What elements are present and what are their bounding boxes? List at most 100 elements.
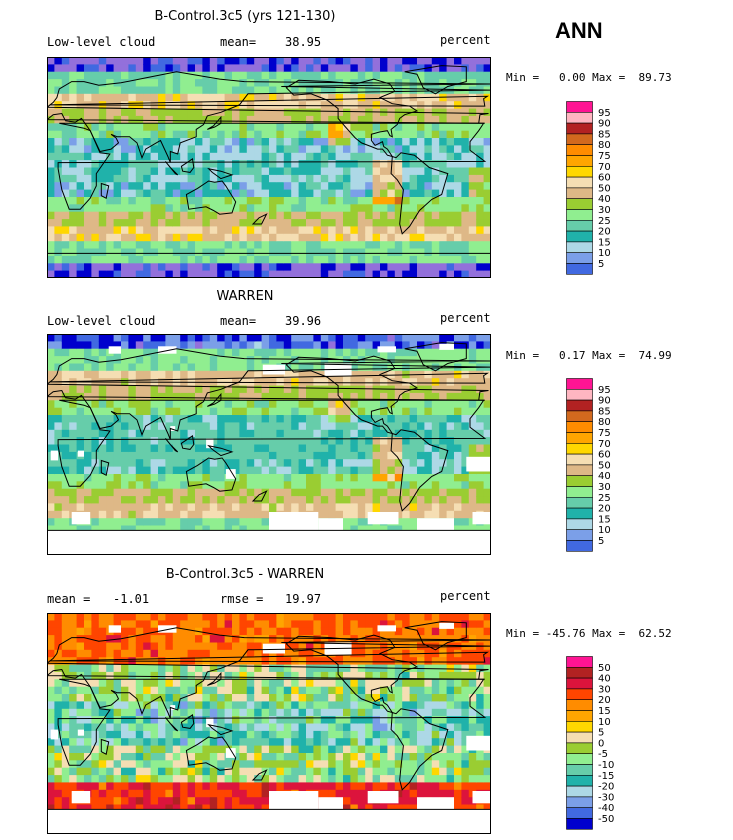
map-cell xyxy=(202,767,211,776)
map-cell xyxy=(291,241,300,250)
map-cell xyxy=(439,182,448,191)
map-cell xyxy=(387,496,396,505)
map-cell xyxy=(91,738,100,747)
map-cell xyxy=(454,378,462,387)
map-cell xyxy=(172,204,181,213)
map-cell xyxy=(343,664,351,673)
map-cell xyxy=(357,108,366,117)
map-cell xyxy=(209,649,218,658)
map-cell xyxy=(446,197,455,205)
map-cell xyxy=(394,226,403,235)
map-cell xyxy=(335,745,344,754)
map-cell xyxy=(47,481,55,490)
map-cell xyxy=(61,334,70,342)
map-cell xyxy=(113,444,122,453)
map-cell xyxy=(254,635,263,644)
map-cell xyxy=(128,334,137,342)
map-cell xyxy=(158,79,166,88)
map-cell xyxy=(350,167,359,176)
map-cell xyxy=(461,123,470,132)
map-cell xyxy=(343,138,351,146)
map-cell xyxy=(61,255,70,264)
map-cell xyxy=(276,694,285,702)
map-cell xyxy=(269,152,277,161)
map-cell xyxy=(232,437,240,446)
map-cell xyxy=(372,392,381,401)
map-cell xyxy=(335,782,344,791)
map-cell xyxy=(158,189,166,198)
map-cell xyxy=(135,71,144,80)
map-cell xyxy=(261,370,270,379)
map-cell xyxy=(84,415,92,423)
map-cell xyxy=(357,115,366,124)
map-cell xyxy=(439,101,448,110)
missing-data-region xyxy=(472,512,491,525)
map-cell xyxy=(454,248,462,257)
map-cell xyxy=(320,694,329,702)
map-cell xyxy=(335,694,344,702)
map-cell xyxy=(365,248,374,257)
map-cell xyxy=(47,167,55,176)
map-cell xyxy=(461,263,470,272)
map-cell xyxy=(180,270,189,278)
map-cell xyxy=(76,466,85,475)
map-cell xyxy=(246,400,255,409)
map-cell xyxy=(158,248,166,257)
map-cell xyxy=(106,160,115,169)
map-cell xyxy=(483,437,491,446)
map-cell xyxy=(76,642,85,651)
map-cell xyxy=(47,64,55,73)
map-cell xyxy=(320,415,329,423)
map-cell xyxy=(306,422,314,431)
map-cell xyxy=(402,525,411,534)
map-cell xyxy=(224,189,233,198)
map-cell xyxy=(143,204,152,213)
map-cell xyxy=(291,481,300,490)
map-cell xyxy=(394,248,403,257)
map-cell xyxy=(291,745,300,754)
map-cell xyxy=(91,182,100,191)
map-cell xyxy=(202,466,211,475)
map-cell xyxy=(394,152,403,161)
map-cell xyxy=(121,797,129,806)
map-cell xyxy=(209,767,218,776)
map-cell xyxy=(269,263,277,272)
map-cell xyxy=(232,510,240,519)
map-cell xyxy=(483,270,491,278)
map-cell xyxy=(202,71,211,80)
map-cell xyxy=(187,620,196,629)
map-cell xyxy=(180,510,189,519)
map-cell xyxy=(306,738,314,747)
map-cell xyxy=(239,525,248,534)
map-cell xyxy=(187,204,196,213)
map-cell xyxy=(113,642,122,651)
map-cell xyxy=(306,248,314,257)
map-cell xyxy=(372,400,381,409)
map-cell xyxy=(128,182,137,191)
map-cell xyxy=(47,248,55,257)
map-cell xyxy=(165,341,174,350)
map-cell xyxy=(461,429,470,438)
map-cell xyxy=(76,241,85,250)
map-cell xyxy=(217,152,226,161)
map-cell xyxy=(239,767,248,776)
map-cell xyxy=(261,649,270,658)
map-cell xyxy=(461,518,470,527)
map-cell xyxy=(172,635,181,644)
map-cell xyxy=(380,378,388,387)
map-cell xyxy=(76,348,85,357)
map-cell xyxy=(61,723,70,732)
map-cell xyxy=(424,152,433,161)
map-cell xyxy=(409,518,418,527)
map-cell xyxy=(276,334,285,342)
map-cell xyxy=(98,130,107,139)
map-cell xyxy=(106,723,115,732)
map-cell xyxy=(446,496,455,505)
map-cell xyxy=(328,730,337,739)
map-cell xyxy=(202,760,211,769)
map-cell xyxy=(306,466,314,475)
map-cell xyxy=(483,123,491,132)
map-cell xyxy=(328,341,337,350)
map-cell xyxy=(306,664,314,673)
map-cell xyxy=(320,775,329,784)
